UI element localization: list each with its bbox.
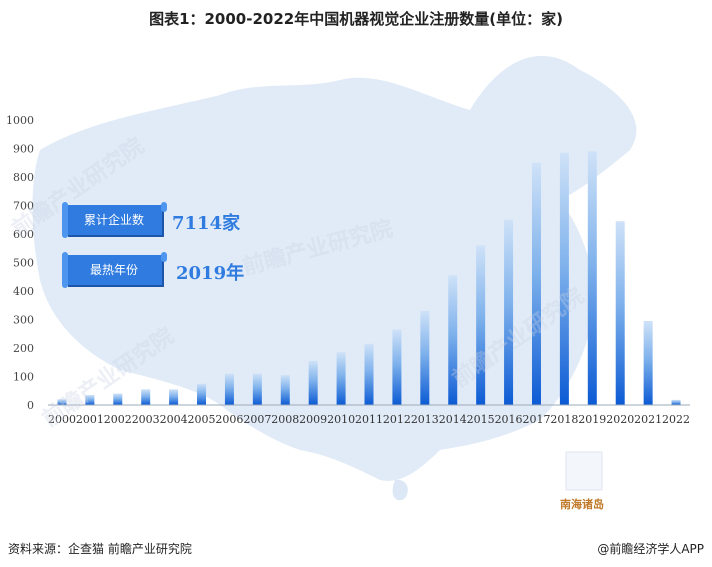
bar-2012 [392,329,402,405]
china-map-shape [32,55,637,481]
x-axis: 2000 2001 2002 2003 2004 2005 2006 2007 2008 2009… [48,404,690,426]
y-tick-label: 600 [13,228,34,241]
x-tick-label: 2001 [76,413,104,426]
x-tick-label: 2012 [383,413,411,426]
bar-2017 [531,162,541,405]
y-axis: 0 100 200 300 400 500 600 700 800 900 1000 [6,114,34,412]
y-tick-label: 100 [13,371,34,384]
x-tick-label: 2002 [104,413,132,426]
hainan-shape [392,479,408,501]
callout-peak-label: 最热年份 [62,252,167,288]
bar-2020 [615,221,625,405]
x-tick-label: 2009 [299,413,327,426]
x-tick-label: 2003 [132,413,160,426]
y-tick-label: 0 [27,399,34,412]
bar-2011 [364,343,374,405]
x-tick-label: 2010 [327,413,355,426]
bar-series [57,151,681,405]
south-sea-islands-label: 南海诸岛 [560,498,604,511]
bar-2007 [252,373,262,405]
x-tick-label: 2021 [634,413,662,426]
x-tick-label: 2005 [188,413,216,426]
bar-2000 [57,399,67,405]
callout-total-label: 累计企业数 [62,202,167,238]
x-tick-label: 2015 [467,413,495,426]
bar-2022 [671,399,681,405]
y-tick-label: 300 [13,314,34,327]
bar-2021 [643,320,653,405]
bar-2003 [141,389,151,405]
x-tick-label: 2004 [160,413,188,426]
y-tick-label: 1000 [6,114,34,127]
bar-2009 [308,360,318,405]
bar-2019 [587,151,597,405]
chart-title: 图表1：2000-2022年中国机器视觉企业注册数量(单位：家) [149,10,563,28]
bar-2014 [448,275,458,405]
bar-2013 [420,310,430,405]
bar-2018 [559,152,569,405]
x-tick-label: 2019 [578,413,606,426]
x-tick-label: 2008 [271,413,299,426]
callout-total-value: 7114家 [172,213,241,234]
bar-2006 [224,373,234,405]
bar-2008 [280,375,290,405]
x-tick-label: 2006 [215,413,243,426]
x-tick-label: 2018 [550,413,578,426]
y-tick-label: 400 [13,285,34,298]
x-tick-label: 2017 [522,413,550,426]
bar-2001 [85,395,95,405]
x-tick-label: 2016 [495,413,523,426]
x-tick-label: 2000 [48,413,76,426]
brand-label: @前瞻经济学人APP [597,542,704,556]
y-tick-label: 500 [13,257,34,270]
bar-2002 [113,393,123,405]
y-tick-label: 800 [13,171,34,184]
source-note: 资料来源：企查猫 前瞻产业研究院 [8,542,192,556]
bar-2015 [476,245,486,405]
x-tick-label: 2011 [355,413,383,426]
callout-peak-value: 2019年 [176,263,245,284]
x-tick-label: 2007 [243,413,271,426]
x-tick-label: 2014 [439,413,467,426]
y-tick-label: 700 [13,200,34,213]
bar-2005 [197,383,207,405]
x-tick-label: 2013 [411,413,439,426]
y-tick-label: 900 [13,143,34,156]
bar-2016 [504,219,514,405]
y-tick-label: 200 [13,342,34,355]
south-sea-inset [565,451,603,491]
bar-2010 [336,352,346,405]
x-tick-label: 2022 [662,413,690,426]
x-tick-label: 2020 [606,413,634,426]
bar-2004 [169,389,179,405]
